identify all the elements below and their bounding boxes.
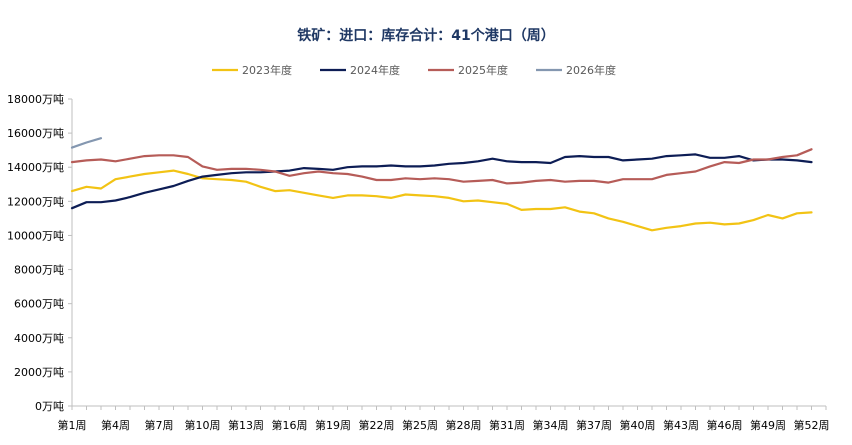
series-line-4 <box>70 137 103 149</box>
x-tick-label: 第25周 <box>402 418 438 432</box>
legend-item: 2023年度 <box>212 63 292 77</box>
y-tick-label: 0万吨 <box>35 400 64 413</box>
legend-item: 2026年度 <box>536 63 616 77</box>
x-tick-label: 第10周 <box>185 418 221 432</box>
y-tick-label: 10000万吨 <box>7 229 64 242</box>
x-tick-label: 第7周 <box>145 418 174 432</box>
x-axis: 第1周 第4周 第7周 第10周 第13周 第16周 第19周 第22周 第25周 第28周 第31… <box>58 405 830 432</box>
y-tick-label: 4000万吨 <box>14 332 64 345</box>
legend-label: 2026年度 <box>566 63 616 77</box>
y-tick-label: 2000万吨 <box>14 366 64 379</box>
y-tick-label: 16000万吨 <box>7 127 64 140</box>
x-tick-label: 第40周 <box>620 418 656 432</box>
x-tick-label: 第31周 <box>489 418 525 432</box>
series-line-3 <box>70 148 813 185</box>
x-tick-label: 第16周 <box>272 418 308 432</box>
plot-area <box>70 137 813 232</box>
x-tick-label: 第13周 <box>228 418 264 432</box>
series-line-1 <box>70 169 813 232</box>
x-tick-label: 第19周 <box>315 418 351 432</box>
legend-label: 2024年度 <box>350 63 400 77</box>
legend-item: 2024年度 <box>320 63 400 77</box>
y-tick-label: 14000万吨 <box>7 161 64 174</box>
x-tick-label: 第22周 <box>359 418 395 432</box>
legend-label: 2023年度 <box>242 63 292 77</box>
y-tick-label: 12000万吨 <box>7 195 64 208</box>
y-axis: 0万吨 2000万吨 4000万吨 6000万吨 8000万吨 10000万吨 12000万… <box>7 93 73 413</box>
series-line-2 <box>70 153 813 210</box>
x-tick-label: 第34周 <box>533 418 569 432</box>
x-tick-label: 第43周 <box>663 418 699 432</box>
x-tick-label: 第49周 <box>750 418 786 432</box>
y-tick-label: 18000万吨 <box>7 93 64 106</box>
y-tick-label: 8000万吨 <box>14 264 64 277</box>
x-tick-label: 第28周 <box>446 418 482 432</box>
legend-item: 2025年度 <box>428 63 508 77</box>
x-tick-label: 第37周 <box>576 418 612 432</box>
x-tick-label: 第46周 <box>707 418 743 432</box>
legend: 2023年度 2024年度 2025年度 2026年度 <box>212 63 616 77</box>
chart-title: 铁矿：进口：库存合计：41个港口（周） <box>297 27 554 44</box>
x-tick-label: 第1周 <box>58 418 87 432</box>
legend-label: 2025年度 <box>458 63 508 77</box>
y-tick-label: 6000万吨 <box>14 298 64 311</box>
x-tick-label: 第4周 <box>101 418 130 432</box>
x-tick-label: 第52周 <box>794 418 830 432</box>
